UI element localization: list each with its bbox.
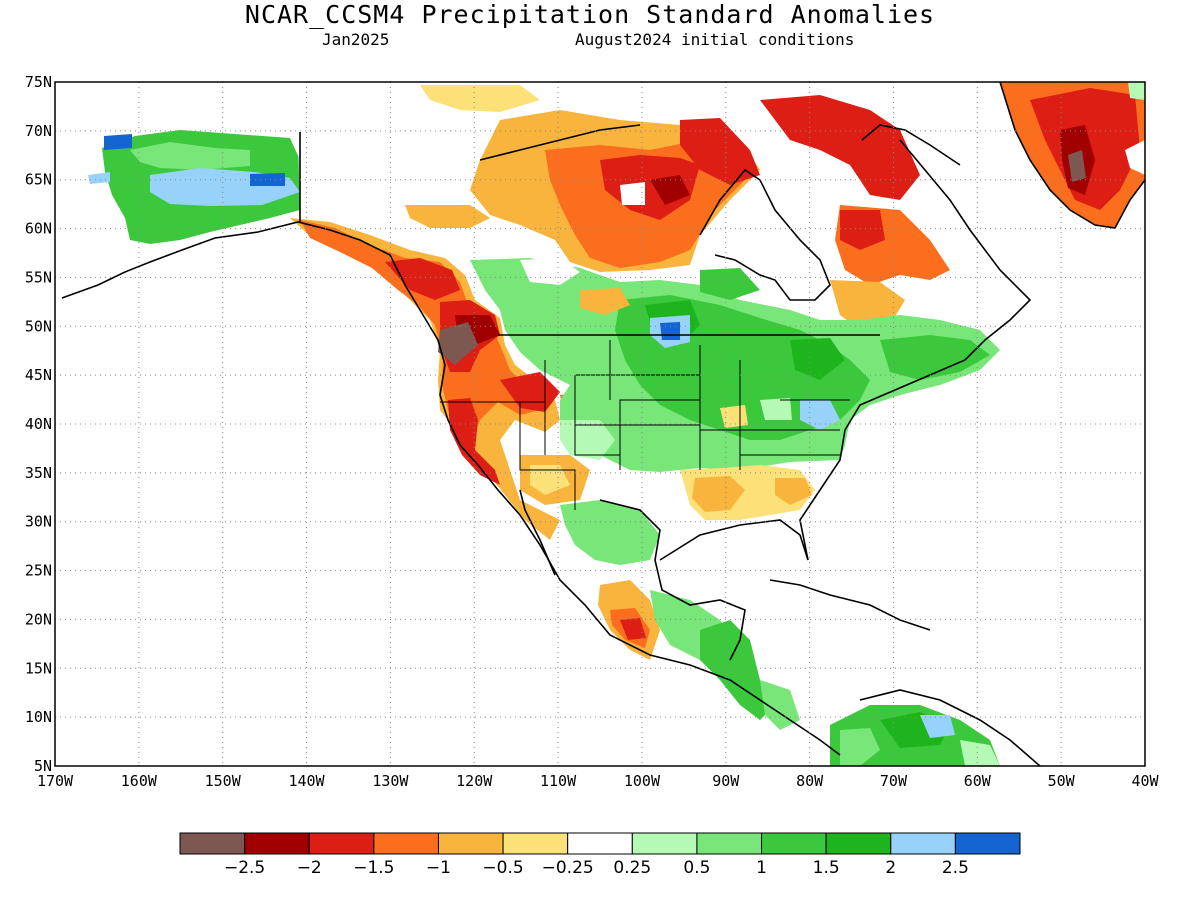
latitude-label: 55N: [25, 268, 52, 286]
colorbar: [179, 832, 1021, 855]
colorbar-label: −1: [426, 858, 451, 878]
init-conditions-label: August2024 initial conditions: [575, 30, 855, 49]
colorbar-swatch: [696, 832, 763, 855]
latitude-label: 65N: [25, 171, 52, 189]
longitude-label: 170W: [37, 772, 74, 790]
longitude-label: 80W: [796, 772, 824, 790]
longitude-label: 150W: [205, 772, 242, 790]
colorbar-label: 1.5: [813, 858, 840, 878]
latitude-label: 20N: [25, 610, 52, 628]
longitude-label: 90W: [712, 772, 740, 790]
longitude-label: 140W: [288, 772, 325, 790]
colorbar-label: −2: [297, 858, 322, 878]
colorbar-label: −0.5: [482, 858, 523, 878]
latitude-label: 50N: [25, 317, 52, 335]
political-borders: [440, 340, 850, 510]
coastlines: [61, 82, 1145, 766]
colorbar-label: −0.25: [542, 858, 594, 878]
latitude-label: 60N: [25, 220, 52, 238]
colorbar-swatch: [761, 832, 827, 855]
longitude-label: 110W: [540, 772, 577, 790]
latitude-label: 10N: [25, 708, 52, 726]
latitude-label: 30N: [25, 513, 52, 531]
valid-month-label: Jan2025: [322, 30, 390, 49]
colorbar-swatch: [825, 832, 892, 855]
colorbar-label: 0.25: [613, 858, 651, 878]
colorbar-label: 2.5: [942, 858, 969, 878]
map-plot-area: [61, 82, 1145, 766]
colorbar-swatch: [954, 832, 1021, 855]
colorbar-swatch: [437, 832, 504, 855]
longitude-label: 100W: [624, 772, 661, 790]
longitude-labels: 170W 160W 150W 140W 130W 120W 110W 100W 90W 80W 70…: [37, 772, 1160, 790]
latitude-label: 75N: [25, 73, 52, 91]
colorbar-swatch: [179, 832, 246, 855]
colorbar-swatch: [502, 832, 569, 855]
latitude-label: 5N: [34, 757, 52, 775]
colorbar-labels: −2.5 −2 −1.5 −1 −0.5 −0.25 0.25 0.5 1 1.5 2 2.5: [224, 858, 969, 878]
latitude-label: 70N: [25, 122, 52, 140]
graticule: [55, 82, 1145, 766]
longitude-label: 50W: [1048, 772, 1076, 790]
map-frame: [54, 81, 1146, 767]
colorbar-swatch: [373, 832, 439, 855]
pacific-northwest-dry-area: [290, 218, 560, 540]
longitude-label: 130W: [372, 772, 409, 790]
latitude-labels: 75N 70N 65N 60N 55N 50N 45N 40N 35N 30N 25N 20N 15N 1…: [25, 73, 52, 775]
colorbar-label: 2: [885, 858, 896, 878]
longitude-label: 70W: [880, 772, 908, 790]
mexico-wet-area: [560, 500, 660, 565]
longitude-label: 120W: [456, 772, 493, 790]
latitude-label: 35N: [25, 464, 52, 482]
colorbar-label: 0.5: [683, 858, 710, 878]
chart-title: NCAR_CCSM4 Precipitation Standard Anomal…: [244, 0, 936, 29]
colorbar-swatch: [631, 832, 698, 855]
longitude-label: 40W: [1131, 772, 1159, 790]
longitude-label: 160W: [121, 772, 158, 790]
latitude-label: 25N: [25, 562, 52, 580]
latitude-label: 45N: [25, 366, 52, 384]
longitude-label: 60W: [964, 772, 992, 790]
colorbar-swatch: [244, 832, 310, 855]
colorbar-swatch: [567, 832, 633, 855]
colorbar-swatch: [890, 832, 956, 855]
colorbar-swatch: [308, 832, 375, 855]
colorbar-label: 1: [756, 858, 767, 878]
colorbar-label: −1.5: [353, 858, 394, 878]
latitude-label: 15N: [25, 659, 52, 677]
latitude-label: 40N: [25, 415, 52, 433]
colorbar-label: −2.5: [224, 858, 265, 878]
